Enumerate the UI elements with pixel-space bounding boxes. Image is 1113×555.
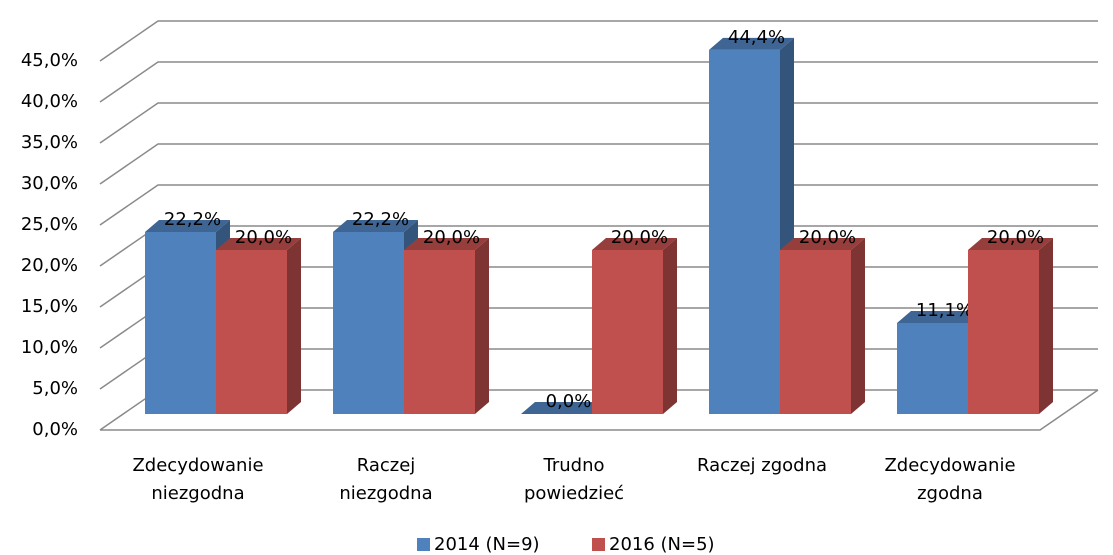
x-tick-label: Zdecydowanie niezgodna [132, 455, 263, 504]
y-tick-label: 20,0% [21, 255, 78, 276]
grid-line [99, 143, 1098, 185]
y-tick-label: 0,0% [32, 419, 78, 440]
bar-front [780, 250, 851, 414]
grid-line [99, 102, 1098, 144]
bar-side [287, 238, 301, 414]
bar-front [968, 250, 1039, 414]
y-tick-label: 5,0% [32, 378, 78, 399]
legend-label: 2016 (N=5) [609, 534, 715, 555]
bar-top [145, 219, 230, 232]
bar-top [592, 238, 677, 250]
bar-front [404, 250, 475, 414]
grid-line [99, 20, 1098, 62]
bar-top [216, 238, 301, 250]
bar-top [709, 37, 794, 50]
bar-side [851, 238, 865, 414]
bar-top [521, 402, 606, 414]
y-tick-label: 35,0% [21, 132, 78, 153]
x-tick-label: Trudno powiedzieć [524, 455, 624, 504]
bar-front [216, 250, 287, 414]
y-tick-label: 15,0% [21, 296, 78, 317]
y-tick-label: 30,0% [21, 173, 78, 194]
x-tick-label: Raczej niezgodna [339, 455, 432, 504]
data-label: 44,4% [728, 27, 785, 48]
data-label: 0,0% [546, 391, 592, 412]
bar-front [592, 250, 663, 414]
bar [968, 238, 1053, 414]
bar-side [475, 238, 489, 414]
data-label: 22,2% [352, 209, 409, 230]
y-tick-label: 25,0% [21, 214, 78, 235]
legend-swatch [417, 538, 430, 551]
data-label: 11,1% [916, 300, 973, 321]
bar [404, 238, 489, 414]
bar-side [663, 238, 677, 414]
data-label: 20,0% [611, 227, 668, 248]
bar-top [968, 238, 1053, 250]
bar-top [333, 219, 418, 232]
bar-side [1039, 238, 1053, 414]
bar-front [709, 49, 780, 415]
bar-top [780, 238, 865, 250]
legend-label: 2014 (N=9) [434, 534, 540, 555]
grid-line [99, 184, 1098, 226]
y-tick-label: 10,0% [21, 337, 78, 358]
bar-top [404, 238, 489, 250]
data-label: 20,0% [987, 227, 1044, 248]
y-tick-label: 45,0% [21, 50, 78, 71]
bar-front [145, 231, 216, 414]
bar [592, 238, 677, 414]
x-tick-label: Zdecydowanie zgodna [884, 455, 1015, 504]
data-label: 20,0% [235, 227, 292, 248]
bar-top [897, 310, 982, 323]
bar [521, 402, 606, 414]
data-label: 20,0% [423, 227, 480, 248]
grid-line [99, 61, 1098, 103]
bar-front [897, 322, 968, 414]
data-label: 20,0% [799, 227, 856, 248]
data-label: 22,2% [164, 209, 221, 230]
bar [216, 238, 301, 414]
bar-front [333, 231, 404, 414]
x-tick-label: Raczej zgodna [697, 455, 827, 476]
legend-swatch [592, 538, 605, 551]
bar [780, 238, 865, 414]
y-tick-label: 40,0% [21, 91, 78, 112]
